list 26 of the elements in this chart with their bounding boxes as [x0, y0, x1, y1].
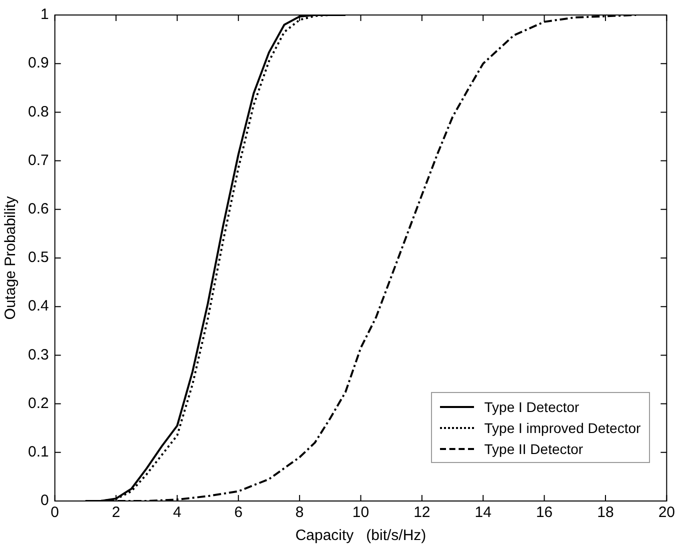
y-axis-title: Outage Probability [2, 196, 20, 320]
legend-label: Type I improved Detector [484, 420, 641, 436]
y-tick-label: 0.7 [28, 152, 49, 169]
x-tick-label: 14 [474, 504, 492, 522]
y-tick-label: 0.6 [28, 200, 49, 218]
legend-label: Type I Detector [484, 398, 580, 414]
y-tick-label: 0.4 [28, 298, 49, 315]
y-tick-label: 0.5 [28, 249, 49, 266]
x-tick-label: 20 [658, 504, 675, 522]
y-tick-label: 1 [40, 6, 49, 24]
y-tick-label: 0.1 [28, 444, 49, 461]
x-axis-title: Capacity (bit/s/Hz) [295, 527, 426, 544]
x-tick-label: 6 [234, 504, 243, 522]
y-tick-label: 0 [40, 492, 49, 510]
x-tick-label: 4 [173, 504, 182, 522]
x-tick-label: 12 [414, 504, 430, 522]
x-tick-label: 10 [352, 504, 370, 522]
y-tick-label: 0.8 [28, 103, 49, 120]
x-tick-label: 18 [597, 504, 614, 522]
y-tick-label: 0.2 [28, 394, 49, 412]
x-tick-label: 8 [295, 504, 304, 522]
x-tick-label: 2 [112, 504, 120, 522]
legend-label: Type II Detector [484, 440, 584, 456]
y-tick-label: 0.9 [28, 54, 49, 72]
x-tick-label: 16 [536, 504, 553, 522]
y-tick-label: 0.3 [28, 346, 49, 364]
